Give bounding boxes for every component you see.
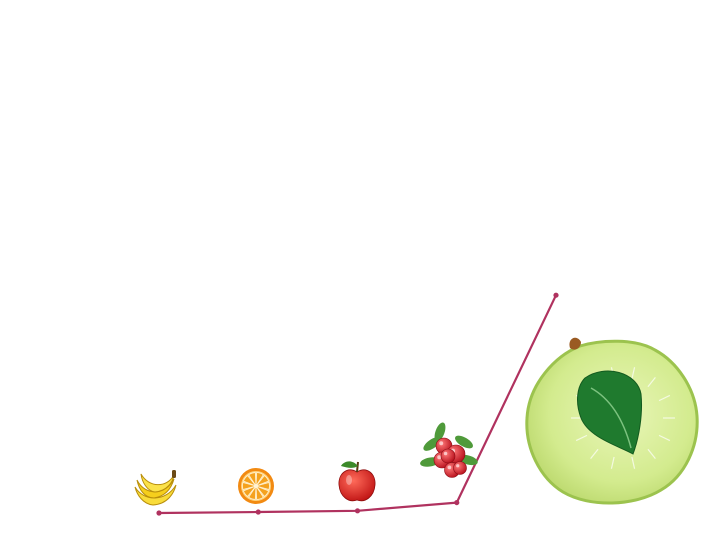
orange-icon-part [242,482,258,490]
green-apple-texture [658,394,671,402]
apple-icon [338,461,376,502]
orange-icon-part [254,474,270,487]
green-apple-leaf [577,370,642,455]
green-apple-texture [631,456,636,469]
cranberry-icon [420,422,478,478]
data-point-cranberry [454,499,460,506]
orange-icon-part [242,485,258,498]
cranberry-icon-berry [456,464,460,468]
apple-icon-part [356,461,359,473]
apple-icon-part [341,461,358,468]
green-apple-leaf-vein [590,387,632,449]
green-apple-texture [610,456,615,469]
orange-icon-part [248,484,257,500]
green-apple-texture [575,434,588,442]
data-point-orange [255,509,261,515]
orange-icon-part [242,474,258,487]
cranberry-icon-leaf [434,422,446,442]
cranberry-icon-berry [440,448,456,464]
cranberry-icon-berry [437,455,442,460]
orange-icon [238,468,274,504]
orange-icon-part [255,484,264,500]
cranberry-icon-berry [447,465,452,470]
orange-icon-part [255,472,264,488]
orange-icon-part [254,485,270,498]
green-apple-texture [590,448,599,460]
series-layer [156,292,559,516]
banana-icon-part [172,470,176,478]
banana-icon-part [134,484,177,506]
banana-icon [134,470,177,506]
green-apple-texture [647,448,656,460]
orange-icon-part [248,472,257,488]
orange-icon-part [254,482,270,490]
green-apple-stem [569,337,581,350]
banana-icon-part [140,473,175,493]
apple-icon-part [338,469,376,502]
green-apple-icon [525,337,699,505]
cranberry-icon-berry [439,441,444,446]
data-point-banana [156,510,162,516]
cranberry-icon-berry [453,461,467,475]
green-apple-texture [658,434,671,442]
icon-layer [134,337,699,506]
green-apple-texture [631,367,636,380]
data-point-apple [354,508,361,514]
data-point-green-apple [553,292,559,298]
green-apple-texture [647,376,656,388]
cranberry-icon-leaf [455,435,473,449]
apple-icon-part [346,475,352,485]
cranberry-icon-berry [443,451,448,456]
orange-icon-part [254,484,258,488]
